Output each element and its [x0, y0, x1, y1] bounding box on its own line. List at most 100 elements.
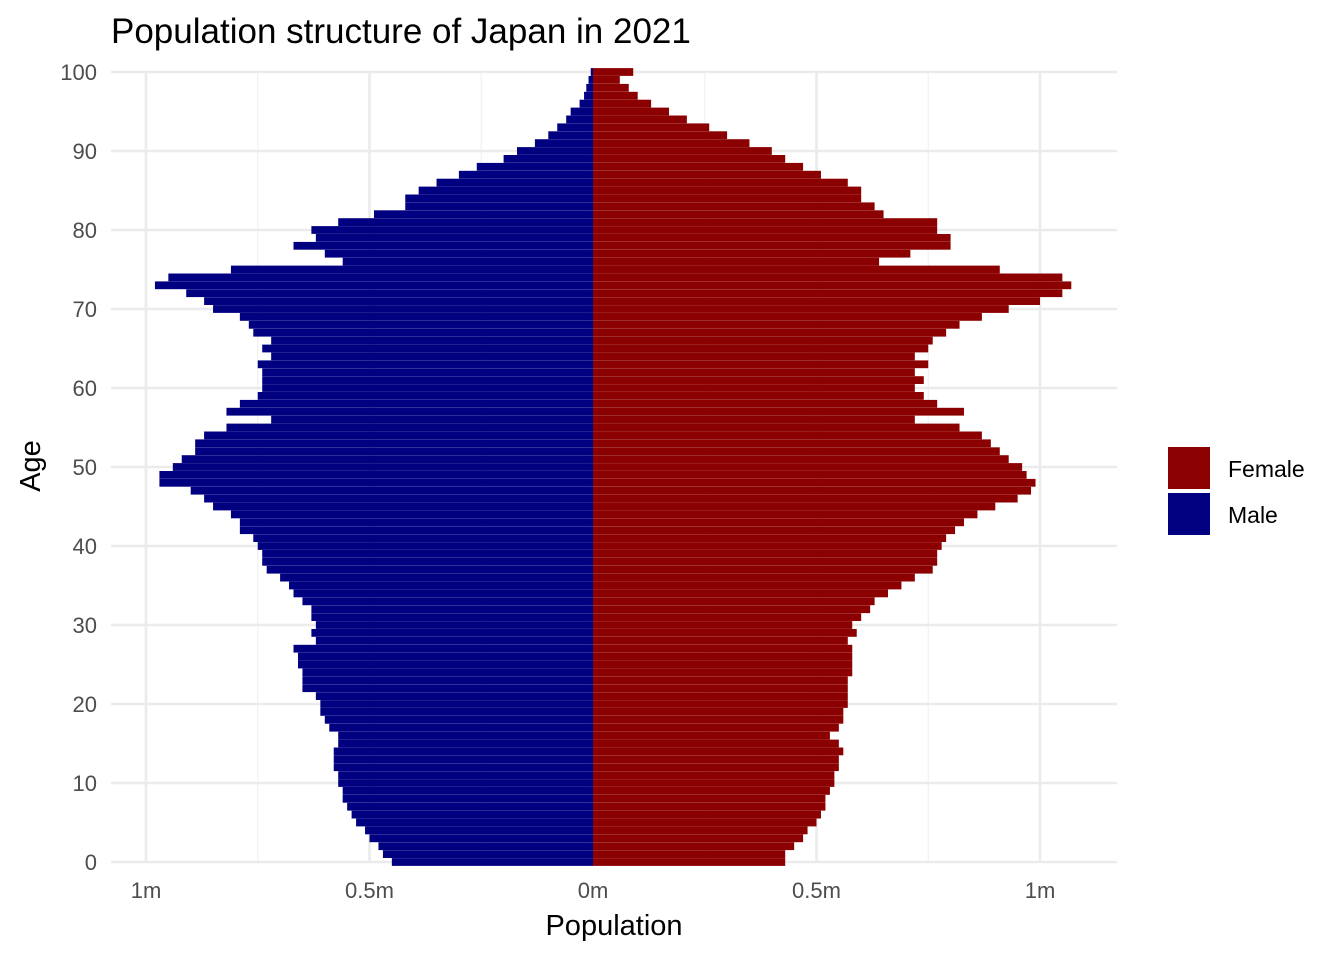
bar-male-age-44: [230, 510, 593, 519]
bar-female-age-12: [593, 763, 839, 772]
bars-group: [154, 68, 1072, 866]
bar-female-age-27: [593, 644, 853, 653]
bar-male-age-74: [168, 273, 593, 282]
bar-female-age-50: [593, 463, 1023, 471]
y-tick-label: 100: [60, 60, 97, 85]
bar-female-age-6: [593, 810, 821, 819]
bar-female-age-17: [593, 723, 839, 732]
y-tick-label: 50: [73, 455, 97, 480]
bar-female-age-18: [593, 715, 844, 724]
bar-female-age-93: [593, 123, 710, 132]
bar-male-age-21: [315, 692, 593, 700]
bar-male-age-68: [248, 320, 593, 329]
y-axis-title: Age: [15, 440, 47, 492]
bar-male-age-87: [458, 170, 593, 179]
bar-female-age-26: [593, 652, 853, 661]
bar-male-age-92: [548, 131, 593, 140]
bar-male-age-43: [239, 518, 593, 527]
bar-male-age-93: [557, 123, 593, 132]
bar-male-age-13: [333, 755, 593, 764]
bar-female-age-21: [593, 692, 848, 700]
bar-male-age-82: [373, 210, 593, 219]
bar-male-age-66: [271, 336, 593, 345]
x-axis-ticks: 1m 0.5m 0m 0.5m 1m: [131, 878, 1056, 903]
bar-male-age-26: [297, 652, 593, 661]
bar-female-age-3: [593, 834, 804, 843]
bar-male-age-14: [333, 747, 593, 756]
y-tick-label: 40: [73, 534, 97, 559]
bar-female-age-11: [593, 771, 835, 779]
bar-male-age-57: [226, 407, 593, 416]
x-tick-label: 0.5m: [345, 878, 394, 903]
bar-male-age-6: [351, 810, 593, 819]
bar-male-age-32: [311, 605, 593, 614]
legend: Female Male: [1168, 447, 1305, 535]
bar-female-age-0: [593, 858, 786, 866]
y-tick-label: 30: [73, 613, 97, 638]
y-tick-label: 20: [73, 692, 97, 717]
bar-female-age-76: [593, 257, 880, 266]
bar-female-age-51: [593, 455, 1009, 463]
bar-female-age-28: [593, 636, 848, 645]
bar-female-age-81: [593, 218, 938, 226]
bar-female-age-65: [593, 344, 929, 353]
bar-female-age-29: [593, 629, 857, 637]
bar-male-age-77: [324, 249, 593, 258]
bar-female-age-23: [593, 676, 848, 685]
bar-female-age-22: [593, 684, 848, 693]
bar-female-age-97: [593, 91, 638, 100]
chart-title: Population structure of Japan in 2021: [111, 12, 691, 51]
bar-male-age-90: [517, 147, 593, 155]
bar-male-age-96: [579, 99, 593, 108]
bar-female-age-100: [593, 68, 634, 76]
bar-female-age-48: [593, 478, 1036, 487]
bar-female-age-55: [593, 423, 960, 432]
bar-female-age-58: [593, 399, 938, 408]
y-axis-ticks: 0 10 20 30 40 50 60 70 80 90 100: [60, 60, 97, 875]
bar-male-age-58: [239, 399, 593, 408]
bar-female-age-61: [593, 376, 924, 384]
bar-male-age-46: [204, 494, 594, 503]
x-tick-label: 0m: [578, 878, 609, 903]
x-tick-label: 1m: [131, 878, 162, 903]
bar-female-age-87: [593, 170, 821, 179]
bar-male-age-63: [257, 360, 593, 369]
bar-male-age-10: [338, 779, 593, 787]
bar-female-age-36: [593, 573, 915, 582]
bar-male-age-48: [159, 478, 593, 487]
bar-female-age-90: [593, 147, 772, 155]
bar-female-age-25: [593, 660, 853, 669]
bar-male-age-75: [230, 265, 593, 274]
bar-male-age-100: [590, 68, 593, 76]
bar-female-age-2: [593, 842, 795, 851]
bar-male-age-5: [356, 818, 593, 827]
y-tick-label: 0: [85, 850, 97, 875]
bar-male-age-15: [338, 739, 593, 748]
bar-male-age-73: [154, 281, 593, 290]
bar-female-age-45: [593, 502, 996, 511]
bar-male-age-42: [239, 526, 593, 535]
bar-female-age-71: [593, 297, 1040, 305]
bar-male-age-95: [570, 107, 593, 116]
bar-female-age-47: [593, 486, 1032, 495]
bar-female-age-40: [593, 542, 942, 550]
bar-female-age-78: [593, 241, 951, 250]
bar-male-age-98: [586, 83, 593, 92]
bar-female-age-49: [593, 471, 1027, 479]
bar-male-age-38: [262, 557, 593, 566]
bar-male-age-80: [311, 226, 593, 234]
bar-female-age-94: [593, 115, 687, 124]
bar-female-age-95: [593, 107, 669, 116]
legend-key-female: [1168, 447, 1210, 489]
bar-female-age-98: [593, 83, 629, 92]
bar-female-age-83: [593, 202, 875, 211]
bar-male-age-55: [226, 423, 593, 432]
bar-female-age-89: [593, 155, 786, 163]
bar-female-age-64: [593, 352, 915, 361]
bar-male-age-72: [186, 289, 594, 298]
bar-female-age-10: [593, 779, 835, 787]
bar-female-age-33: [593, 597, 875, 606]
bar-female-age-72: [593, 289, 1063, 298]
bar-female-age-24: [593, 668, 853, 677]
bar-female-age-8: [593, 794, 826, 803]
